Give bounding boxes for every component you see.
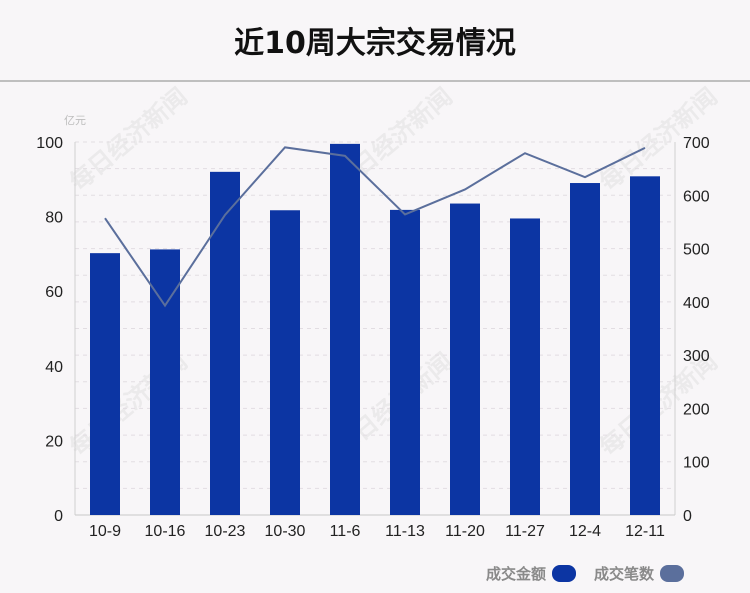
- x-tick-label: 11-20: [445, 523, 485, 540]
- legend: 成交金额 成交笔数: [476, 563, 684, 584]
- x-tick-label: 10-9: [89, 523, 121, 540]
- x-tick-label: 12-11: [625, 523, 665, 540]
- bar-11-13: [390, 209, 420, 516]
- bar-12-11: [630, 176, 660, 516]
- bar-12-4: [570, 183, 600, 515]
- x-tick-label: 11-13: [385, 523, 425, 540]
- x-tick-label: 10-30: [265, 523, 306, 540]
- x-tick-label: 10-23: [205, 523, 246, 540]
- bar-11-6: [330, 143, 360, 516]
- chart-title: 近10周大宗交易情况: [234, 26, 516, 61]
- bar-10-23: [210, 171, 240, 515]
- bar-11-20: [450, 203, 480, 516]
- legend-label-amount: 成交金额: [485, 565, 546, 583]
- x-tick-label: 12-4: [569, 523, 601, 540]
- y-left-unit-label: 亿元: [64, 114, 86, 127]
- legend-swatch-count: [660, 565, 684, 582]
- y-left-tick-label: 20: [45, 433, 63, 450]
- y-left-tick-label: 80: [45, 210, 63, 227]
- line-series-count: [104, 146, 646, 308]
- y-left-tick-label: 100: [36, 135, 63, 152]
- x-tick-label: 10-16: [145, 523, 186, 540]
- bar-10-9: [90, 253, 120, 516]
- y-left-tick-label: 60: [45, 284, 63, 301]
- legend-item-count: 成交笔数: [594, 563, 684, 584]
- x-tick-label: 11-27: [505, 523, 545, 540]
- y-left-tick-label: 0: [54, 508, 63, 525]
- y-right-tick-label: 200: [683, 401, 710, 418]
- y-right-tick-label: 600: [683, 188, 710, 205]
- y-right-tick-label: 500: [683, 242, 710, 259]
- title-divider: [0, 80, 750, 82]
- y-right-tick-label: 300: [683, 348, 710, 365]
- x-tick-label: 11-6: [330, 523, 361, 540]
- y-right-tick-label: 400: [683, 295, 710, 312]
- legend-swatch-amount: [551, 565, 576, 582]
- legend-label-count: 成交笔数: [593, 565, 654, 583]
- bar-10-30: [270, 210, 300, 515]
- y-right-tick-label: 700: [683, 135, 710, 152]
- bar-10-16: [150, 249, 180, 515]
- bar-11-27: [510, 218, 540, 515]
- legend-item-amount: 成交金额: [486, 563, 576, 584]
- y-left-tick-label: 40: [45, 359, 63, 376]
- y-right-tick-label: 100: [683, 455, 710, 472]
- y-right-tick-label: 0: [683, 508, 692, 525]
